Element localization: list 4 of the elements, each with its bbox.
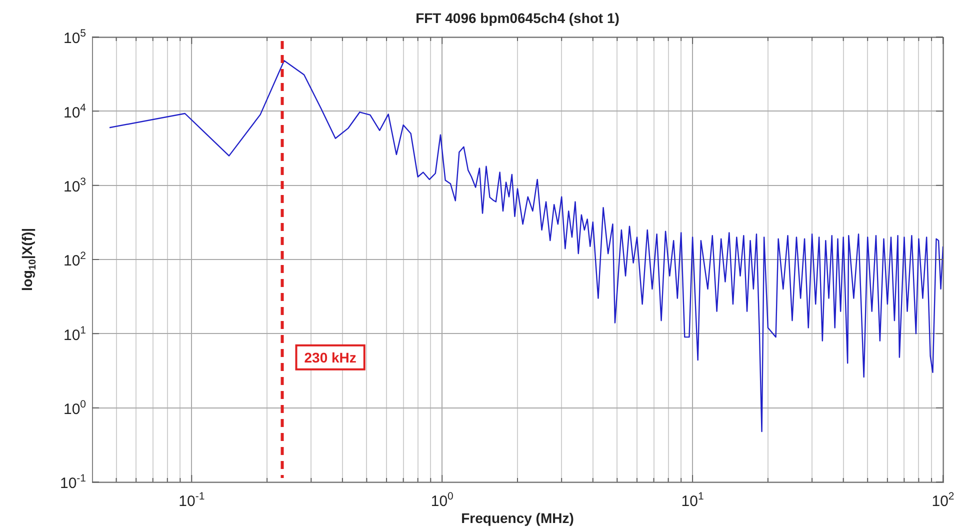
y-axis-title: log10|X(f)| (18, 228, 39, 292)
ref-line-label: 230 kHz (304, 349, 356, 366)
chart-title: FFT 4096 bpm0645ch4 (shot 1) (416, 10, 620, 26)
x-axis-title: Frequency (MHz) (461, 510, 574, 526)
